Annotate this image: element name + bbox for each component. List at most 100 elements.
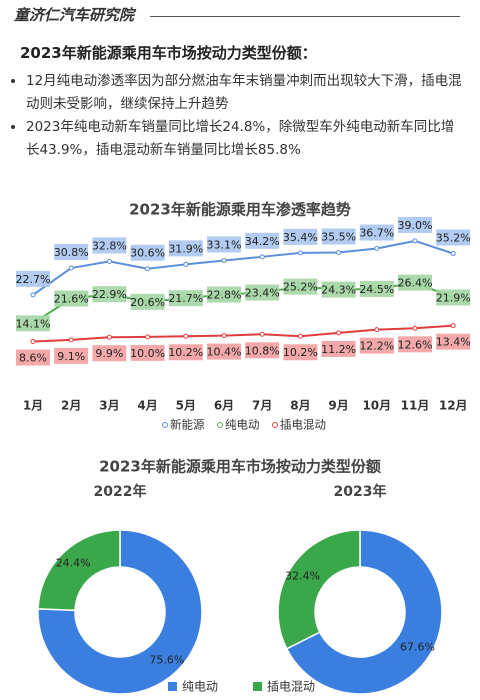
donut-segment [37, 529, 121, 612]
label-bg [245, 284, 280, 301]
data-label: 30.8% [54, 246, 89, 259]
label-bg [16, 270, 50, 287]
data-label: 21.7% [168, 292, 203, 305]
label-bg [359, 224, 394, 241]
label-bg [321, 340, 356, 357]
point [221, 333, 227, 339]
data-label: 12.2% [359, 340, 394, 353]
label-bg [245, 342, 280, 359]
legend-swatch [253, 682, 262, 691]
bullet: 2023年纯电动新车销量同比增长24.8%，除微型车外纯电动新车同比增长43.9… [26, 116, 466, 162]
data-label: 10.2% [168, 346, 203, 359]
data-label: 11.2% [321, 343, 356, 356]
data-label: 75.6% [149, 654, 184, 667]
data-label: 24.4% [56, 556, 91, 569]
donut-segment [37, 529, 203, 695]
donut-segment [277, 529, 361, 650]
point [68, 265, 74, 271]
data-label: 23.4% [245, 287, 280, 300]
header-title: 童济仁汽车研究院 [14, 6, 135, 24]
label-bg [168, 240, 203, 257]
label-bg [321, 228, 356, 245]
data-label: 22.7% [16, 273, 51, 286]
pie-chart-title: 2023年新能源乘用车市场按动力类型份额 [99, 458, 381, 476]
data-label: 24.5% [359, 283, 394, 296]
label-bg [130, 293, 165, 310]
data-label: 9.1% [57, 350, 85, 363]
x-tick-label: 1月 [23, 399, 43, 413]
data-label: 10.8% [245, 344, 280, 357]
label-bg [54, 347, 89, 364]
label-bg [92, 345, 127, 362]
label-bg [283, 344, 318, 361]
data-label: 32.8% [92, 239, 127, 252]
legend-marker [162, 422, 168, 428]
point [450, 323, 456, 329]
data-label: 32.4% [285, 570, 320, 583]
label-bg [168, 290, 203, 307]
x-tick-label: 2月 [61, 399, 81, 413]
label-bg [436, 289, 471, 306]
data-label: 35.5% [321, 231, 356, 244]
label-bg [207, 236, 241, 253]
data-label: 13.4% [436, 336, 471, 349]
legend-swatch [168, 682, 177, 691]
point [183, 261, 189, 267]
label-bg [398, 216, 432, 233]
point [145, 334, 151, 340]
x-tick-label: 7月 [252, 399, 272, 413]
legend-marker [272, 422, 278, 428]
x-tick-label: 4月 [137, 399, 157, 413]
x-tick-label: 10月 [362, 399, 391, 413]
label-bg [359, 280, 394, 297]
data-label: 22.9% [92, 288, 127, 301]
label-bg [245, 232, 280, 249]
section-title: 2023年新能源乘用车市场按动力类型份额： [20, 44, 317, 62]
data-label: 8.6% [19, 352, 47, 365]
legend-marker [217, 422, 223, 428]
label-bg [398, 336, 432, 353]
series-line [32, 324, 454, 343]
data-label: 33.1% [207, 238, 242, 251]
data-label: 20.6% [130, 296, 165, 309]
bullet: 12月纯电动渗透率因为部分燃油车年末销量冲刺而出现较大下滑，插电混动则未受影响，… [26, 70, 466, 116]
legend-label: 纯电动 [182, 680, 218, 694]
x-tick-label: 5月 [176, 399, 196, 413]
point [106, 334, 112, 340]
x-tick-label: 12月 [439, 399, 468, 413]
legend-label: 新能源 [170, 418, 205, 432]
label-bg [130, 344, 165, 361]
label-bg [436, 229, 471, 246]
point [336, 330, 342, 336]
data-label: 36.7% [359, 227, 394, 240]
series-line [32, 239, 454, 296]
data-label: 14.1% [16, 317, 51, 330]
pie-subtitle: 2022年 [94, 483, 147, 500]
label-bg [283, 278, 318, 295]
point [374, 246, 380, 252]
x-tick-label: 6月 [214, 399, 234, 413]
label-bg [207, 286, 241, 303]
label-bg [359, 337, 394, 354]
point [297, 333, 303, 339]
point [259, 331, 265, 337]
legend-label: 插电混动 [280, 418, 326, 432]
label-bg [16, 349, 50, 366]
legend-label: 纯电动 [225, 418, 260, 432]
x-tick-label: 3月 [99, 399, 119, 413]
label-bg [283, 228, 318, 245]
x-tick-label: 11月 [401, 399, 430, 413]
data-label: 24.3% [321, 284, 356, 297]
data-label: 22.8% [207, 289, 242, 302]
data-label: 25.2% [283, 281, 318, 294]
point [30, 292, 36, 298]
point [336, 250, 342, 256]
point [30, 339, 36, 345]
label-bg [54, 290, 89, 307]
point [259, 254, 265, 260]
data-label: 10.0% [130, 347, 165, 360]
data-label: 21.6% [54, 293, 89, 306]
data-label: 12.6% [398, 338, 433, 351]
x-tick-label: 9月 [328, 399, 348, 413]
